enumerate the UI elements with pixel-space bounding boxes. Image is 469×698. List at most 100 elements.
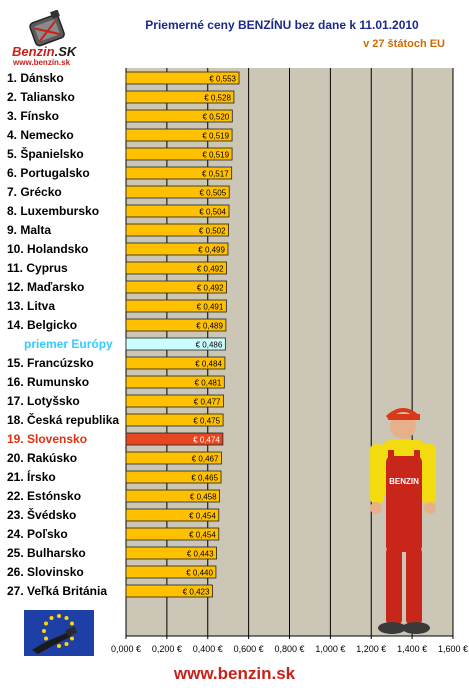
data-label: € 0,491 (197, 303, 224, 312)
bar (125, 451, 222, 465)
bar (125, 356, 226, 370)
category-label: 27. Veľká Británia (7, 584, 107, 598)
bar (125, 394, 224, 408)
bar (125, 109, 233, 123)
category-label: 14. Belgicko (7, 318, 77, 332)
category-label: 16. Rumunsko (7, 375, 89, 389)
category-label: 20. Rakúsko (7, 451, 77, 465)
bar (125, 489, 221, 503)
chart-title: Priemerné ceny BENZÍNU bez dane k 11.01.… (145, 18, 419, 32)
data-label: € 0,474 (193, 436, 220, 445)
bar (125, 565, 217, 579)
category-label: 11. Cyprus (7, 261, 68, 275)
category-label: 13. Litva (7, 299, 55, 313)
category-label: 23. Švédsko (7, 507, 76, 522)
bar (125, 204, 230, 218)
eu-flag-icon (24, 610, 94, 656)
bar (125, 166, 233, 180)
category-label: 12. Maďarsko (7, 280, 84, 294)
data-label: € 0,519 (202, 151, 229, 160)
category-label: 6. Portugalsko (7, 166, 90, 180)
data-label: € 0,443 (187, 550, 214, 559)
data-label: € 0,454 (189, 512, 216, 521)
data-label: € 0,499 (198, 246, 225, 255)
data-label: € 0,504 (199, 208, 226, 217)
category-label: 7. Grécko (7, 185, 62, 199)
bar (125, 280, 227, 294)
chart-subtitle: v 27 štátoch EU (363, 38, 445, 50)
category-label: priemer Európy (24, 337, 113, 351)
data-label: € 0,423 (183, 588, 210, 597)
category-label: 5. Španielsko (7, 146, 84, 161)
data-label: € 0,505 (200, 189, 227, 198)
data-label: € 0,492 (197, 265, 224, 274)
data-label: € 0,440 (186, 569, 213, 578)
category-label: 8. Luxembursko (7, 204, 99, 218)
logo-wordmark: Benzin.SK (12, 44, 76, 59)
benzin-logo-icon[interactable] (8, 10, 90, 68)
bar (125, 318, 227, 332)
category-label: 9. Malta (7, 223, 51, 237)
data-label: € 0,486 (196, 341, 223, 350)
category-label: 19. Slovensko (7, 432, 87, 446)
bar (125, 71, 240, 85)
category-label: 10. Holandsko (7, 242, 88, 256)
bar (125, 90, 235, 104)
x-tick-label: 0,600 € (234, 644, 264, 654)
bar (125, 128, 233, 142)
data-label: € 0,475 (193, 417, 220, 426)
category-label: 2. Taliansko (7, 90, 75, 104)
bar (125, 185, 230, 199)
data-label: € 0,517 (202, 170, 229, 179)
data-label: € 0,454 (189, 531, 216, 540)
data-label: € 0,458 (190, 493, 217, 502)
data-label: € 0,528 (204, 94, 231, 103)
bar (125, 242, 229, 256)
category-label: 24. Poľsko (7, 527, 68, 541)
data-label: € 0,484 (195, 360, 222, 369)
data-label: € 0,477 (194, 398, 221, 407)
data-label: € 0,492 (197, 284, 224, 293)
x-tick-label: 1,400 € (397, 644, 427, 654)
data-label: € 0,481 (195, 379, 222, 388)
x-tick-label: 0,400 € (193, 644, 223, 654)
bar (125, 432, 224, 446)
category-label: 22. Estónsko (7, 489, 81, 503)
x-tick-label: 0,000 € (111, 644, 141, 654)
x-tick-label: 0,800 € (274, 644, 304, 654)
x-tick-label: 1,200 € (356, 644, 386, 654)
x-tick-label: 0,200 € (152, 644, 182, 654)
category-label: 25. Bulharsko (7, 546, 86, 560)
footer-url[interactable]: www.benzin.sk (173, 664, 296, 683)
logo-text-sk: .SK (54, 44, 77, 59)
x-tick-label: 1,000 € (315, 644, 345, 654)
data-label: € 0,519 (202, 132, 229, 141)
data-label: € 0,489 (196, 322, 223, 331)
logo-text-main: Benzin (12, 44, 55, 59)
category-label: 15. Francúzsko (7, 356, 94, 370)
category-label: 4. Nemecko (7, 128, 74, 142)
data-label: € 0,502 (199, 227, 226, 236)
bar (125, 299, 227, 313)
category-label: 21. Írsko (7, 469, 56, 484)
category-label: 26. Slovinsko (7, 565, 84, 579)
bar (125, 147, 233, 161)
bar (125, 584, 213, 598)
data-label: € 0,467 (192, 455, 219, 464)
logo-url[interactable]: www.benzin.sk (13, 58, 71, 67)
svg-text:BENZIN: BENZIN (389, 477, 419, 486)
bar (125, 337, 226, 351)
bar (125, 470, 222, 484)
category-label: 1. Dánsko (7, 71, 64, 85)
gas-station-worker-icon: BENZIN (370, 408, 436, 634)
data-label: € 0,553 (209, 75, 236, 84)
bar (125, 527, 220, 541)
category-label: 18. Česká republika (7, 412, 119, 427)
bar (125, 413, 224, 427)
x-tick-label: 1,600 € (438, 644, 468, 654)
bar (125, 375, 225, 389)
data-label: € 0,520 (203, 113, 230, 122)
bar (125, 223, 229, 237)
bar (125, 508, 220, 522)
data-label: € 0,465 (191, 474, 218, 483)
